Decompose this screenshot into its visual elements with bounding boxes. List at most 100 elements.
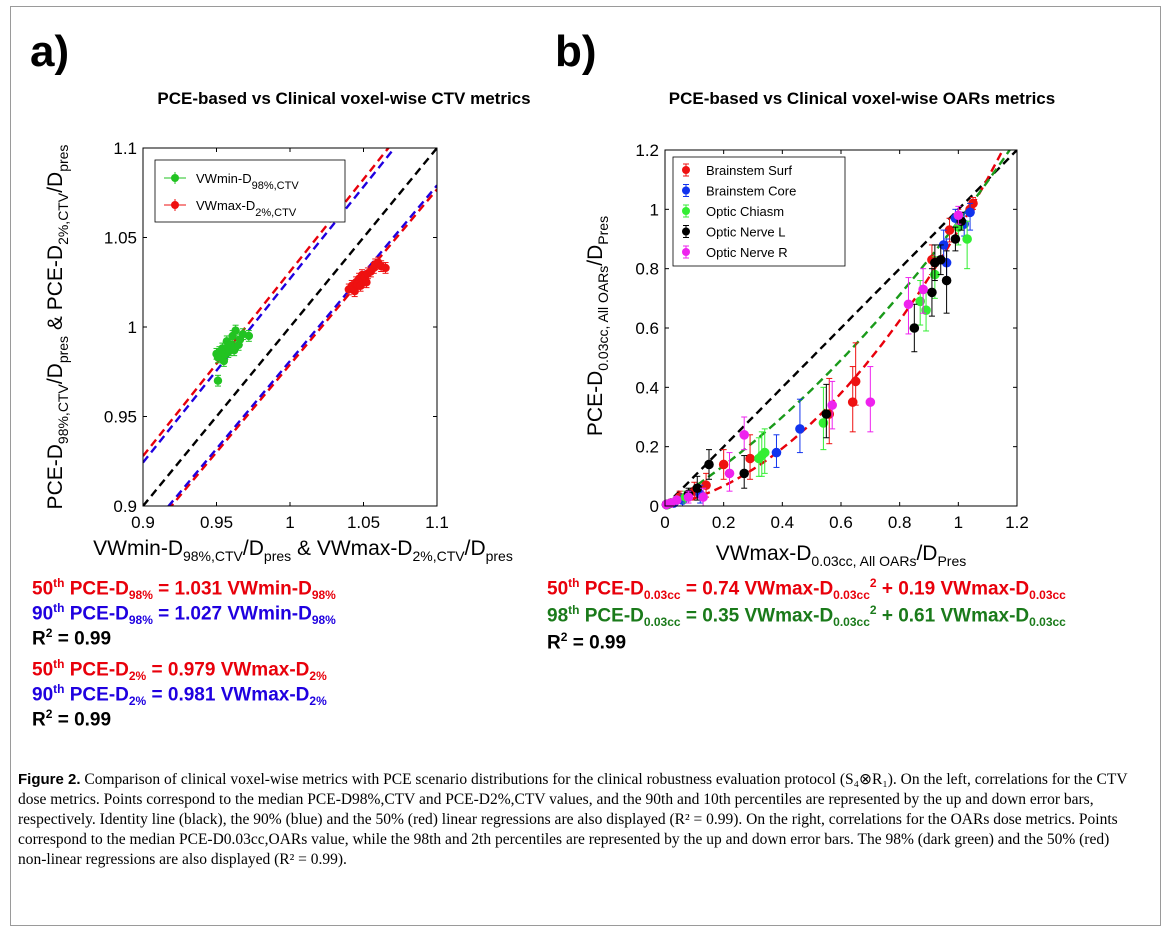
chart-b-ytick-label: 1.2: [635, 141, 659, 160]
chart-b-point: [950, 234, 961, 244]
chart-b-point: [903, 299, 914, 310]
chart-b-ytick-label: 1: [650, 200, 659, 219]
chart-a-xtick-label: 1: [285, 513, 294, 532]
panel-b-label: b): [555, 27, 597, 76]
chart-b-legend-marker: [682, 186, 690, 195]
chart-b-point: [795, 424, 805, 434]
chart-a-ytick-label: 1: [128, 318, 137, 337]
eq-a-r2-1: R2 = 0.99: [32, 626, 112, 650]
chart-a-point: [219, 356, 229, 366]
chart-b-point: [818, 418, 829, 428]
chart-b-point: [953, 210, 964, 221]
chart-b-point: [704, 459, 714, 470]
chart-b-legend-label: Optic Nerve L: [706, 225, 785, 240]
chart-b-point: [965, 207, 975, 218]
chart-a-point: [244, 331, 254, 341]
chart-b-xtick-label: 0: [660, 513, 669, 532]
chart-b-point: [671, 495, 682, 505]
chart-b-point: [827, 400, 837, 410]
chart-a-point: [231, 326, 240, 335]
caption-label: Figure 2.: [18, 771, 81, 788]
chart-a-ytick-label: 1.1: [113, 139, 137, 158]
chart-b-ytick-label: 0.8: [635, 260, 659, 279]
chart-a-xtick-label: 1.1: [425, 513, 449, 532]
chart-b-ytick-label: 0: [650, 497, 659, 516]
chart-a-regression-line: [143, 148, 390, 457]
chart-b-point: [759, 447, 770, 458]
chart-b-ylabel: PCE-D0.03cc, All OARs/DPres: [584, 216, 611, 436]
chart-a-regression-line: [167, 184, 437, 506]
chart-b-xtick-label: 0.8: [888, 513, 912, 532]
chart-a-point: [381, 263, 390, 273]
chart-b-xtick-label: 0.2: [712, 513, 736, 532]
chart-b-xtick-label: 1: [954, 513, 963, 532]
chart-b-title: PCE-based vs Clinical voxel-wise OARs me…: [669, 89, 1055, 108]
chart-a-xlabel: VWmin-D98%,CTV/Dpres & VWmax-D2%,CTV/Dpr…: [93, 537, 513, 564]
chart-a-title: PCE-based vs Clinical voxel-wise CTV met…: [157, 89, 530, 108]
chart-b-legend-box: [672, 156, 846, 267]
chart-b-xtick-label: 0.6: [829, 513, 853, 532]
eq-b-98th: 98th PCE-D0.03cc = 0.35 VWmax-D0.03cc2 +…: [547, 603, 1066, 630]
chart-b-point: [944, 225, 955, 235]
chart-b-point: [701, 480, 711, 491]
chart-a-xtick-label: 0.9: [131, 513, 155, 532]
chart-b-point: [698, 492, 708, 502]
eq-a-50th-d2: 50th PCE-D2% = 0.979 VWmax-D2%: [32, 657, 327, 684]
chart-b-point: [865, 397, 876, 407]
eq-a-90th-d98: 90th PCE-D98% = 1.027 VWmin-D98%: [32, 601, 336, 628]
chart-a-xtick-label: 0.95: [200, 513, 233, 532]
chart-a-point: [362, 278, 371, 287]
chart-b: PCE-based vs Clinical voxel-wise OARs me…: [584, 89, 1055, 569]
eq-a-r2-2: R2 = 0.99: [32, 707, 112, 731]
chart-a-ytick-label: 1.05: [104, 229, 137, 248]
chart-a-regression-line: [169, 188, 437, 506]
caption-text: Comparison of clinical voxel-wise metric…: [18, 771, 1128, 868]
chart-a-regression-line: [143, 148, 397, 464]
eq-a-50th-d98: 50th PCE-D98% = 1.031 VWmin-D98%: [32, 576, 336, 603]
chart-a-legend-label: VWmax-D2%,CTV: [196, 198, 297, 219]
chart-b-point: [745, 453, 755, 464]
chart-b-xtick-label: 1.2: [1005, 513, 1029, 532]
chart-b-point: [692, 483, 703, 494]
chart-b-xlabel: VWmax-D0.03cc, All OARs/DPres: [716, 542, 967, 569]
chart-a-legend-marker: [171, 201, 179, 209]
chart-b-point: [739, 430, 749, 440]
chart-b-legend-label: Brainstem Core: [706, 184, 796, 199]
chart-b-point: [683, 492, 694, 502]
chart-a-legend-label: VWmin-D98%,CTV: [196, 171, 299, 192]
chart-a-xtick-label: 1.05: [347, 513, 380, 532]
chart-b-legend-label: Optic Nerve R: [706, 245, 788, 260]
chart-b-point: [771, 447, 782, 458]
chart-b-legend-label: Optic Chiasm: [706, 204, 784, 219]
chart-b-point: [850, 376, 861, 387]
chart-b-point: [935, 254, 946, 265]
chart-b-point: [909, 323, 920, 333]
chart-a: PCE-based vs Clinical voxel-wise CTV met…: [44, 89, 531, 564]
chart-b-point: [718, 459, 729, 470]
chart-b-xtick-label: 0.4: [771, 513, 795, 532]
chart-a-legend-marker: [171, 174, 179, 182]
chart-b-ytick-label: 0.2: [635, 438, 659, 457]
chart-b-legend-marker: [682, 207, 690, 215]
chart-b-point: [941, 275, 952, 286]
chart-b-point: [918, 284, 928, 295]
chart-b-legend-marker: [682, 227, 690, 236]
chart-b-point: [921, 305, 931, 316]
figure-canvas: a) b) PCE-based vs Clinical voxel-wise C…: [30, 27, 1055, 569]
figure-caption: Figure 2. Comparison of clinical voxel-w…: [18, 770, 1138, 870]
chart-b-regression-line: [665, 150, 1005, 506]
chart-b-legend-label: Brainstem Surf: [706, 163, 792, 178]
chart-a-point: [213, 376, 223, 385]
eq-b-50th: 50th PCE-D0.03cc = 0.74 VWmax-D0.03cc2 +…: [547, 576, 1066, 603]
chart-b-point: [821, 409, 832, 419]
chart-b-point: [927, 287, 937, 298]
eq-b-r2: R2 = 0.99: [547, 630, 627, 654]
chart-a-legend-box: [154, 159, 346, 223]
chart-b-point: [724, 468, 735, 479]
chart-a-ytick-label: 0.95: [104, 408, 137, 427]
chart-b-point: [739, 468, 749, 479]
eq-a-90th-d2: 90th PCE-D2% = 0.981 VWmax-D2%: [32, 682, 327, 709]
chart-b-point: [962, 234, 972, 244]
figure-frame: [10, 6, 1161, 926]
chart-b-legend-marker: [682, 166, 690, 174]
